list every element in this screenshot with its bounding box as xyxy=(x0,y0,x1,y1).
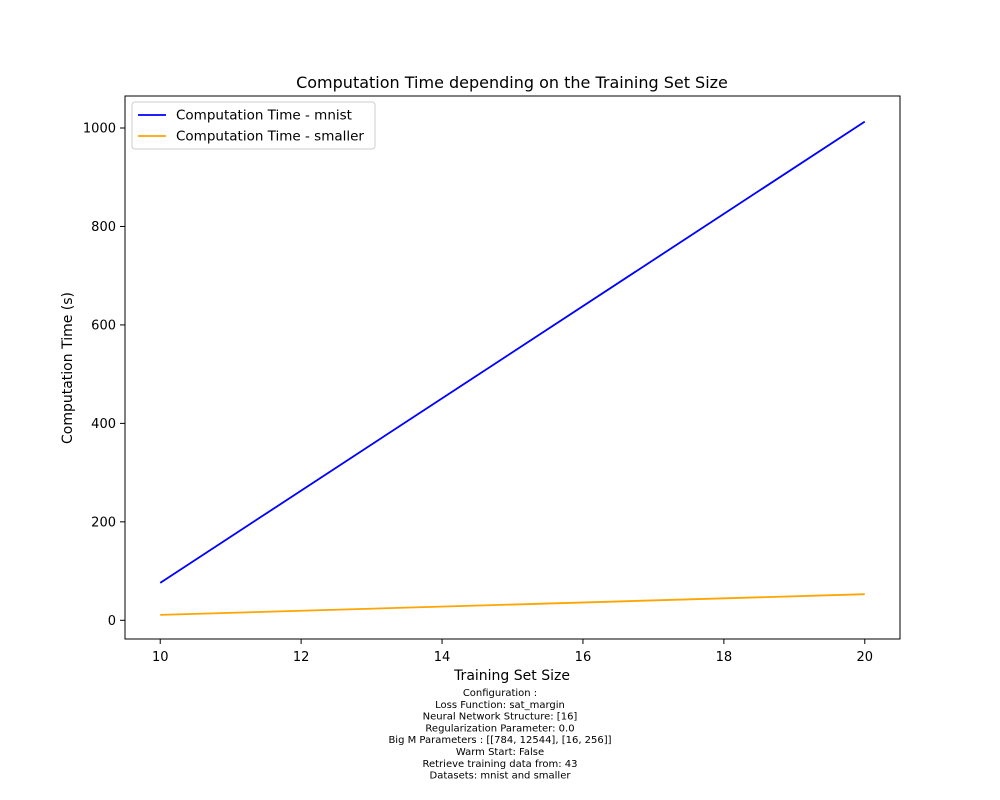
caption-line: Loss Function: sat_margin xyxy=(435,700,565,711)
configuration-caption: Configuration :Loss Function: sat_margin… xyxy=(388,688,611,782)
x-tick-label: 20 xyxy=(856,650,873,665)
y-tick-label: 400 xyxy=(91,417,116,432)
legend-entries: Computation Time - mnist Computation Time… xyxy=(138,108,364,145)
y-axis-label: Computation Time (s) xyxy=(60,292,76,444)
caption-line: Datasets: mnist and smaller xyxy=(430,771,572,782)
legend: Computation Time - mnist Computation Time… xyxy=(131,101,376,150)
y-tick-label: 1000 xyxy=(83,121,116,136)
plot-frame xyxy=(124,95,901,640)
series-line-0 xyxy=(159,120,866,584)
x-tick-label: 14 xyxy=(434,650,451,665)
y-axis-ticks: 0 200 400 600 800 1000 xyxy=(83,121,125,629)
y-tick-label: 600 xyxy=(91,318,116,333)
y-tick-label: 200 xyxy=(91,515,116,530)
series-line-1 xyxy=(160,593,865,616)
caption-line: Retrieve training data from: 43 xyxy=(422,759,577,770)
y-tick-label: 0 xyxy=(108,614,116,629)
y-tick-label: 800 xyxy=(91,220,116,235)
x-tick-label: 12 xyxy=(293,650,310,665)
chart-title: Computation Time depending on the Traini… xyxy=(296,73,728,92)
x-tick-label: 10 xyxy=(152,650,169,665)
x-axis-ticks: 10 12 14 16 18 20 xyxy=(152,639,873,665)
x-axis-label: Training Set Size xyxy=(453,668,570,684)
x-tick-label: 16 xyxy=(575,650,592,665)
legend-label-0: Computation Time - mnist xyxy=(176,108,352,124)
caption-line: Neural Network Structure: [16] xyxy=(423,712,578,723)
legend-label-1: Computation Time - smaller xyxy=(176,129,364,145)
caption-line: Warm Start: False xyxy=(456,747,544,758)
caption-line: Regularization Parameter: 0.0 xyxy=(425,723,574,734)
caption-line: Configuration : xyxy=(463,688,537,699)
x-tick-label: 18 xyxy=(716,650,733,665)
caption-line: Big M Parameters : [[784, 12544], [16, 2… xyxy=(388,735,611,746)
legend-box xyxy=(131,101,376,150)
series-layer xyxy=(159,120,866,616)
